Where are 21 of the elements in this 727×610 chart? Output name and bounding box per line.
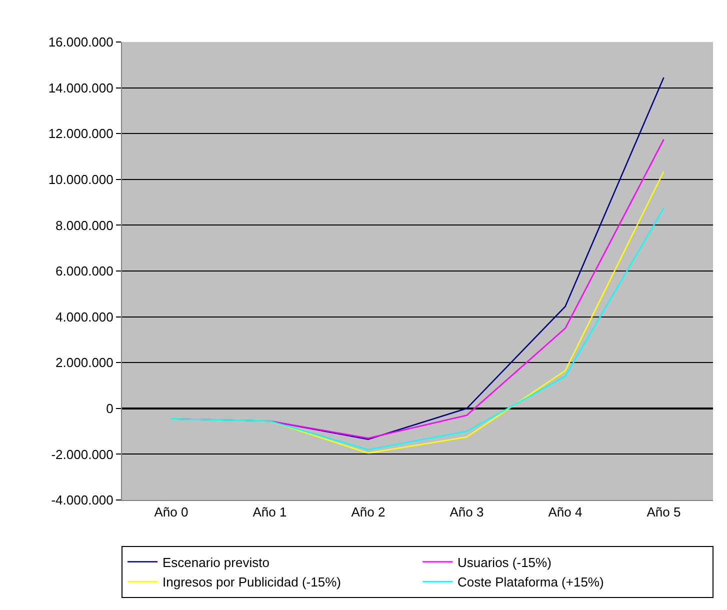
x-tick-label: Año 5 (646, 504, 681, 520)
x-tick-label: Año 2 (351, 504, 386, 520)
y-tick-label: 16.000.000 (48, 34, 114, 50)
y-tick-label: 4.000.000 (56, 309, 114, 324)
y-tick-label: 14.000.000 (48, 80, 114, 96)
legend-label: Ingresos por Publicidad (-15%) (162, 574, 341, 590)
y-tick-label: 8.000.000 (56, 218, 114, 233)
x-tick-label: Año 3 (450, 504, 484, 520)
y-tick-label: 6.000.000 (56, 264, 114, 279)
y-tick-label: 12.000.000 (48, 126, 114, 142)
y-tick-label: 0 (106, 400, 114, 416)
y-tick-label: -4.000.000 (51, 492, 114, 508)
y-tick-label: 2.000.000 (56, 355, 114, 370)
legend-label: Coste Plataforma (+15%) (458, 574, 604, 590)
y-tick-label: -2.000.000 (51, 446, 114, 462)
x-tick-label: Año 0 (154, 504, 188, 520)
y-tick-label: 10.000.000 (48, 172, 114, 187)
legend-label: Escenario previsto (162, 554, 270, 570)
x-tick-label: Año 1 (252, 504, 287, 520)
x-tick-label: Año 4 (548, 504, 582, 520)
legend-label: Usuarios (-15%) (458, 554, 552, 570)
